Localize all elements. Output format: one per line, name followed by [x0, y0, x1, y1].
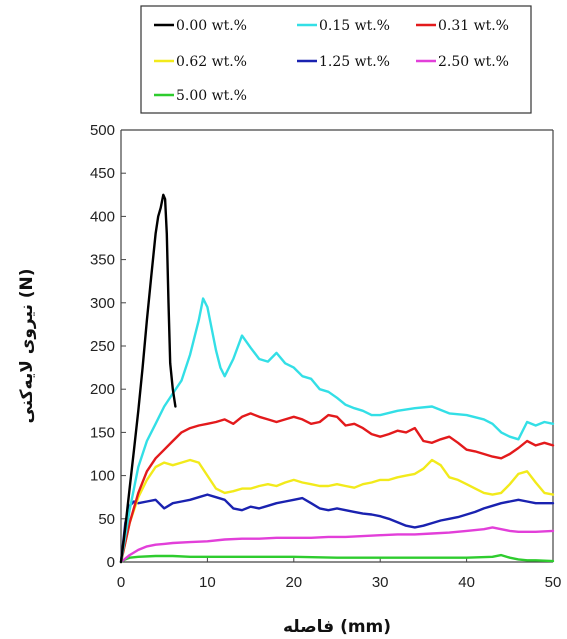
- y-tick-label: 150: [90, 424, 115, 441]
- legend-label-0: 0.00 wt.%: [176, 18, 247, 34]
- x-tick-label: 10: [199, 574, 216, 591]
- series-line-0: [119, 193, 177, 564]
- y-tick-label: 250: [90, 338, 115, 355]
- x-tick-label: 20: [285, 574, 302, 591]
- y-tick-label: 400: [90, 208, 115, 225]
- legend-label-5: 2.50 wt.%: [438, 54, 509, 70]
- legend-label-3: 0.62 wt.%: [176, 54, 247, 70]
- x-tick-label: 40: [458, 574, 475, 591]
- legend-label-2: 0.31 wt.%: [438, 18, 509, 34]
- x-tick-label: 30: [372, 574, 389, 591]
- series-line-6: [119, 553, 555, 564]
- series-line-5: [119, 526, 555, 564]
- legend-label-1: 0.15 wt.%: [319, 18, 390, 34]
- series-layer: [119, 193, 555, 564]
- y-tick-label: 0: [107, 554, 115, 571]
- x-tick-label: 50: [545, 574, 562, 591]
- legend: 0.00 wt.% 0.15 wt.% 0.31 wt.% 0.62 wt.% 1.25…: [154, 18, 509, 104]
- legend-label-6: 5.00 wt.%: [176, 88, 247, 104]
- y-tick-label: 200: [90, 381, 115, 398]
- legend-box: [140, 5, 532, 114]
- series-line-1: [119, 297, 555, 564]
- y-tick-label: 100: [90, 468, 115, 485]
- ticks: 0 50 100 150 200 250 300 350 400 450 500 0 10 20 30 40 5…: [90, 122, 561, 591]
- y-tick-label: 450: [90, 165, 115, 182]
- legend-label-4: 1.25 wt.%: [319, 54, 390, 70]
- y-tick-label: 500: [90, 122, 115, 139]
- x-axis-title: فاصله (mm): [283, 617, 391, 637]
- series-line-2: [119, 412, 555, 564]
- axes: [120, 129, 554, 563]
- y-tick-label: 50: [98, 511, 115, 528]
- y-axis-title: نیروی لایه‌کنی (N): [17, 268, 37, 423]
- y-tick-label: 350: [90, 252, 115, 269]
- series-line-4: [119, 493, 555, 564]
- y-tick-label: 300: [90, 295, 115, 312]
- series-line-3: [119, 458, 555, 564]
- x-tick-label: 0: [117, 574, 125, 591]
